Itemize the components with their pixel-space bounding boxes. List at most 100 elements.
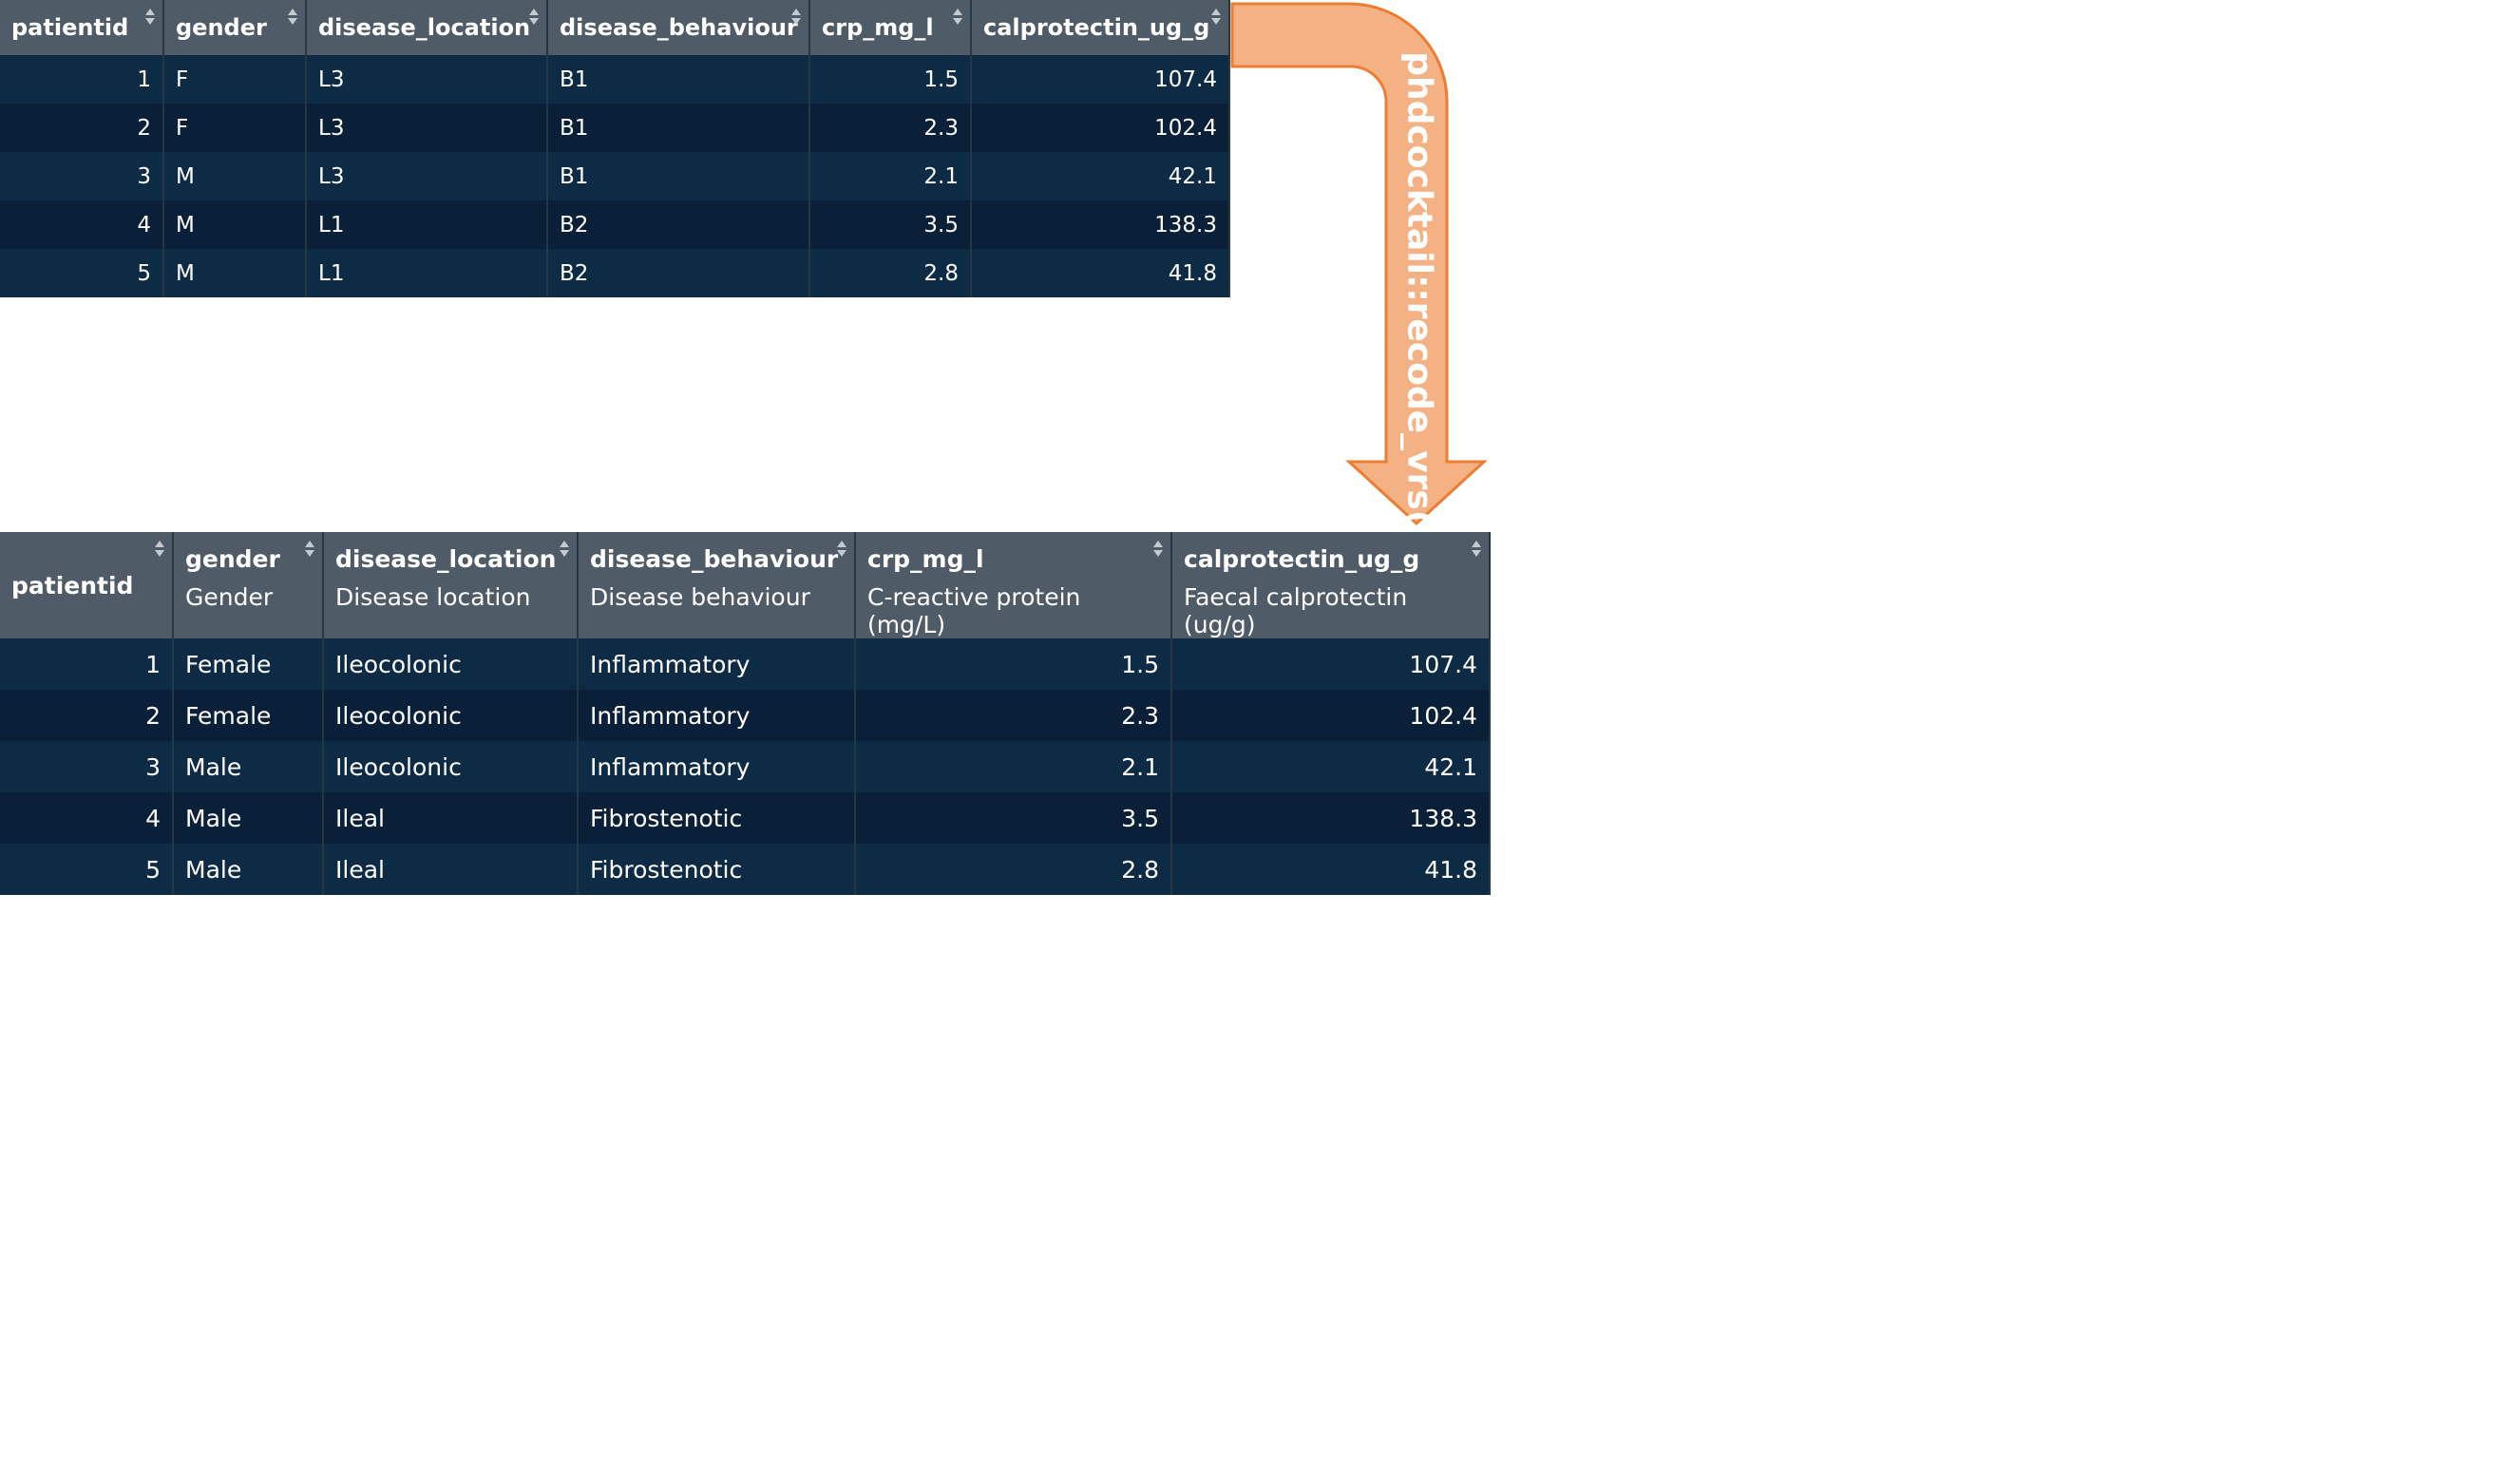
column-header-patientid[interactable]: patientid (0, 532, 174, 638)
sort-icon[interactable] (305, 541, 314, 558)
sort-icon[interactable] (288, 9, 297, 26)
sort-icon[interactable] (560, 541, 569, 558)
column-header-calprotectin-ug-g[interactable]: calprotectin_ug_g Faecal calprotectin (ug… (1171, 532, 1491, 638)
cell-gender: M (163, 249, 307, 297)
cell-disease-behaviour: Inflammatory (578, 741, 856, 792)
cell-calprotectin: 42.1 (971, 152, 1230, 200)
sort-icon[interactable] (1211, 9, 1221, 26)
column-name: patientid (11, 14, 129, 41)
cell-disease-location: Ileocolonic (323, 741, 579, 792)
column-header-calprotectin-ug-g[interactable]: calprotectin_ug_g (971, 0, 1230, 55)
table-row: 2 Female Ileocolonic Inflammatory 2.3 10… (0, 690, 1491, 741)
cell-disease-location: L3 (306, 152, 548, 200)
column-header-crp-mg-l[interactable]: crp_mg_l C-reactive protein (mg/L) (855, 532, 1172, 638)
cell-disease-location: L3 (306, 104, 548, 152)
cell-patientid: 1 (0, 55, 164, 104)
cell-gender: F (163, 104, 307, 152)
column-header-disease-location[interactable]: disease_location Disease location (323, 532, 579, 638)
cell-calprotectin: 42.1 (1171, 741, 1491, 792)
sort-icon[interactable] (529, 9, 539, 26)
cell-crp: 1.5 (809, 55, 972, 104)
cell-disease-behaviour: B1 (547, 55, 810, 104)
cell-gender: Female (173, 690, 324, 741)
cell-crp: 3.5 (855, 792, 1172, 844)
column-header-patientid[interactable]: patientid (0, 0, 164, 55)
table-header-row: patientid gender Gender disease_location D… (0, 532, 1491, 638)
sort-icon[interactable] (791, 9, 801, 26)
column-name: crp_mg_l (867, 545, 984, 573)
column-name: gender (185, 545, 280, 573)
cell-crp: 2.8 (855, 844, 1172, 895)
cell-disease-location: L3 (306, 55, 548, 104)
cell-disease-behaviour: B1 (547, 152, 810, 200)
cell-patientid: 4 (0, 200, 164, 249)
column-header-crp-mg-l[interactable]: crp_mg_l (809, 0, 972, 55)
column-name: disease_behaviour (560, 14, 798, 41)
table-row: 4 M L1 B2 3.5 138.3 (0, 200, 1230, 249)
column-header-disease-location[interactable]: disease_location (306, 0, 548, 55)
table-row: 4 Male Ileal Fibrostenotic 3.5 138.3 (0, 792, 1491, 844)
column-header-disease-behaviour[interactable]: disease_behaviour (547, 0, 810, 55)
column-header-gender[interactable]: gender (163, 0, 307, 55)
arrow-function-label: phdcocktail::recode_vrs() (1399, 51, 1439, 542)
cell-disease-behaviour: Fibrostenotic (578, 844, 856, 895)
table-row: 3 Male Ileocolonic Inflammatory 2.1 42.1 (0, 741, 1491, 792)
cell-disease-location: Ileocolonic (323, 690, 579, 741)
cell-gender: Male (173, 844, 324, 895)
table-header-row: patientid gender disease_location diseas… (0, 0, 1230, 55)
column-name: disease_behaviour (590, 545, 839, 573)
cell-disease-behaviour: B2 (547, 200, 810, 249)
cell-crp: 3.5 (809, 200, 972, 249)
sort-icon[interactable] (155, 541, 164, 558)
cell-gender: M (163, 152, 307, 200)
recode-arrow-icon (1230, 2, 1488, 526)
column-label: C-reactive protein (mg/L) (867, 583, 1081, 638)
column-label: Faecal calprotectin (ug/g) (1184, 583, 1408, 638)
cell-disease-location: Ileocolonic (323, 638, 579, 690)
cell-disease-location: Ileal (323, 792, 579, 844)
cell-patientid: 2 (0, 104, 164, 152)
cell-patientid: 1 (0, 638, 174, 690)
column-header-gender[interactable]: gender Gender (173, 532, 324, 638)
table-row: 1 F L3 B1 1.5 107.4 (0, 55, 1230, 104)
cell-crp: 2.1 (809, 152, 972, 200)
column-label: Disease location (335, 583, 531, 611)
sort-icon[interactable] (145, 9, 155, 26)
column-name: crp_mg_l (822, 14, 934, 41)
column-header-disease-behaviour[interactable]: disease_behaviour Disease behaviour (578, 532, 856, 638)
cell-crp: 1.5 (855, 638, 1172, 690)
cell-calprotectin: 107.4 (1171, 638, 1491, 690)
cell-patientid: 5 (0, 844, 174, 895)
cell-gender: Female (173, 638, 324, 690)
table-row: 3 M L3 B1 2.1 42.1 (0, 152, 1230, 200)
cell-patientid: 4 (0, 792, 174, 844)
column-name: gender (176, 14, 267, 41)
cell-calprotectin: 138.3 (971, 200, 1230, 249)
cell-disease-behaviour: Inflammatory (578, 690, 856, 741)
cell-calprotectin: 41.8 (1171, 844, 1491, 895)
cell-disease-behaviour: Inflammatory (578, 638, 856, 690)
column-name: calprotectin_ug_g (1184, 545, 1420, 573)
column-name: disease_location (318, 14, 531, 41)
cell-gender: Male (173, 741, 324, 792)
table-row: 5 Male Ileal Fibrostenotic 2.8 41.8 (0, 844, 1491, 895)
sort-icon[interactable] (953, 9, 962, 26)
cell-disease-behaviour: Fibrostenotic (578, 792, 856, 844)
cell-crp: 2.8 (809, 249, 972, 297)
cell-calprotectin: 41.8 (971, 249, 1230, 297)
column-name: calprotectin_ug_g (983, 14, 1210, 41)
cell-calprotectin: 102.4 (971, 104, 1230, 152)
sort-icon[interactable] (1153, 541, 1163, 558)
cell-crp: 2.1 (855, 741, 1172, 792)
sort-icon[interactable] (837, 541, 846, 558)
recoded-data-table: patientid gender Gender disease_location D… (0, 532, 1491, 895)
cell-gender: M (163, 200, 307, 249)
table-row: 2 F L3 B1 2.3 102.4 (0, 104, 1230, 152)
column-label: Gender (185, 583, 274, 611)
table-row: 5 M L1 B2 2.8 41.8 (0, 249, 1230, 297)
arrow-shape (1230, 2, 1488, 526)
cell-patientid: 2 (0, 690, 174, 741)
sort-icon[interactable] (1472, 541, 1481, 558)
cell-disease-location: Ileal (323, 844, 579, 895)
cell-calprotectin: 138.3 (1171, 792, 1491, 844)
